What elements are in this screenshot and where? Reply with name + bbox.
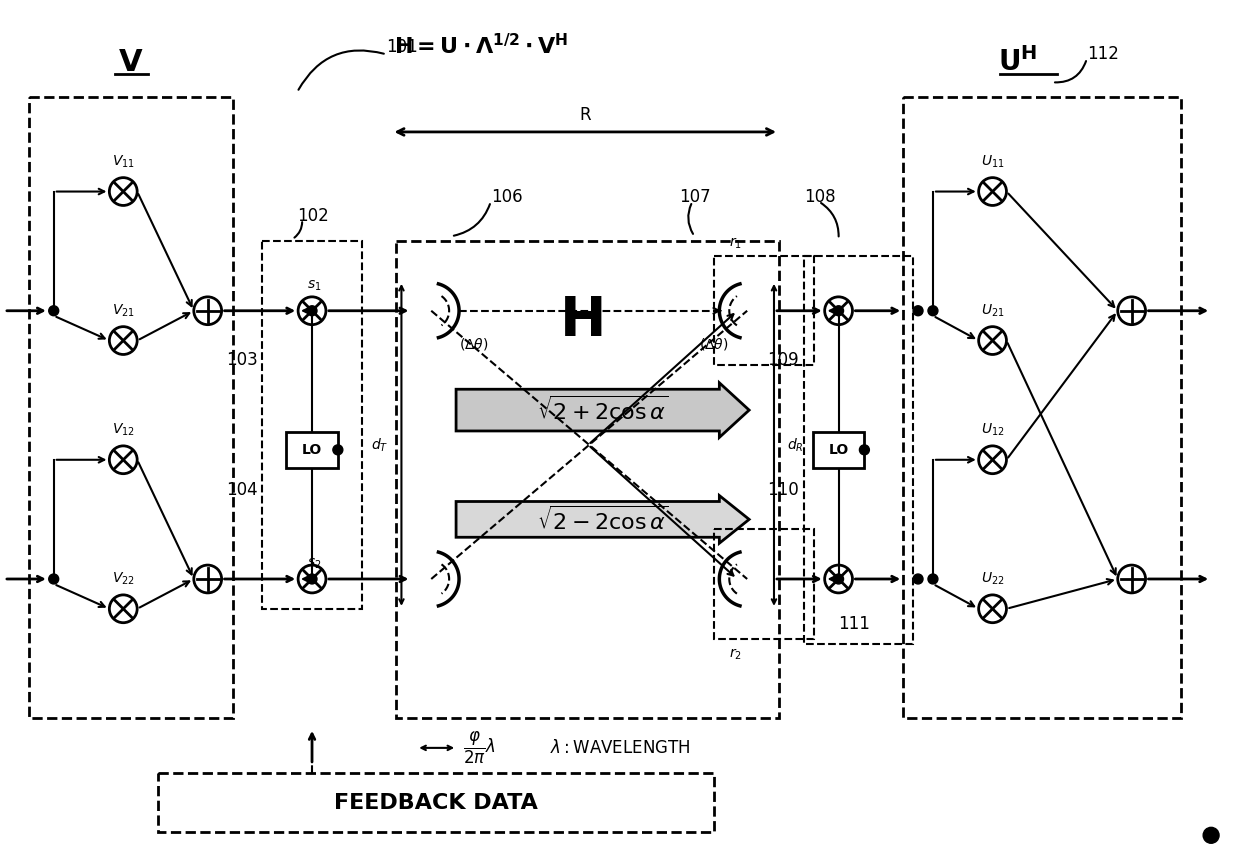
Text: $U_{11}$: $U_{11}$ [981,153,1004,169]
Circle shape [859,445,869,454]
Text: $r_1$: $r_1$ [729,236,743,251]
Text: 101: 101 [387,38,418,56]
Circle shape [48,574,58,584]
Text: $U_{21}$: $U_{21}$ [981,302,1004,319]
Text: $\sqrt{2+2\cos\alpha}$: $\sqrt{2+2\cos\alpha}$ [537,396,668,425]
Text: $\mathbf{V}$: $\mathbf{V}$ [119,48,144,77]
Circle shape [833,306,843,316]
Text: 112: 112 [1087,45,1118,64]
Text: $\mathbf{H=U\cdot\Lambda^{1/2}\cdot V^H}$: $\mathbf{H=U\cdot\Lambda^{1/2}\cdot V^H}… [394,32,568,58]
Circle shape [1203,827,1219,843]
FancyArrow shape [456,495,749,543]
Text: $\dfrac{\varphi}{2\pi}\lambda$: $\dfrac{\varphi}{2\pi}\lambda$ [463,730,496,766]
Text: $\lambda : \mathrm{WAVELENGTH}$: $\lambda : \mathrm{WAVELENGTH}$ [551,739,691,757]
Text: $d_T$: $d_T$ [371,437,388,454]
Text: $\sqrt{2-2\cos\alpha}$: $\sqrt{2-2\cos\alpha}$ [537,505,668,534]
Text: R: R [579,106,591,124]
Text: 109: 109 [768,351,799,369]
Text: $r_2$: $r_2$ [729,647,743,662]
Text: $\mathbf{U^H}$: $\mathbf{U^H}$ [998,48,1037,77]
Circle shape [308,306,317,316]
Text: $\mathbf{H}$: $\mathbf{H}$ [558,294,601,348]
Text: $V_{21}$: $V_{21}$ [112,302,135,319]
FancyBboxPatch shape [812,432,864,468]
Text: 107: 107 [680,187,712,205]
Text: $V_{22}$: $V_{22}$ [112,570,135,587]
Text: LO: LO [301,443,322,457]
Text: 110: 110 [768,481,799,499]
Circle shape [928,306,937,316]
Text: 106: 106 [491,187,522,205]
Circle shape [913,574,923,584]
Text: 104: 104 [226,481,258,499]
Circle shape [913,306,923,316]
Text: 103: 103 [226,351,258,369]
Text: $U_{22}$: $U_{22}$ [981,570,1004,587]
FancyArrow shape [456,383,749,437]
Text: LO: LO [828,443,848,457]
FancyBboxPatch shape [286,432,337,468]
Text: $s_1$: $s_1$ [308,279,321,293]
Text: $U_{12}$: $U_{12}$ [981,421,1004,438]
Circle shape [48,306,58,316]
Circle shape [308,574,317,584]
Text: 108: 108 [804,187,836,205]
Text: FEEDBACK DATA: FEEDBACK DATA [335,792,538,813]
Text: $d_R$: $d_R$ [787,437,804,454]
Text: $(\Delta\theta)$: $(\Delta\theta)$ [699,335,729,351]
Text: 111: 111 [838,614,870,632]
Circle shape [332,445,342,454]
Text: $(\Delta\theta)$: $(\Delta\theta)$ [459,335,489,351]
Text: $V_{11}$: $V_{11}$ [112,153,135,169]
Circle shape [833,574,843,584]
Text: $s_2$: $s_2$ [308,557,321,571]
Circle shape [928,574,937,584]
Text: $V_{12}$: $V_{12}$ [112,421,135,438]
Text: 102: 102 [298,208,329,226]
